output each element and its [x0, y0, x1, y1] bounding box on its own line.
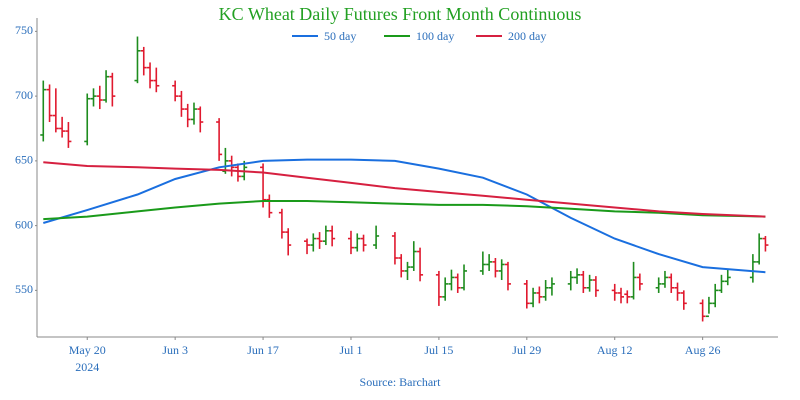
- x-tick-label: Aug 26: [685, 343, 721, 357]
- moving-average-line: [43, 200, 766, 221]
- x-tick-label: May 20: [69, 343, 106, 357]
- legend-label: 200 day: [508, 29, 546, 43]
- x-tick-label: Aug 12: [597, 343, 633, 357]
- y-tick-label: 550: [15, 282, 33, 296]
- x-tick-label: Jun 17: [247, 343, 279, 357]
- legend-label: 100 day: [416, 29, 454, 43]
- chart-title: KC Wheat Daily Futures Front Month Conti…: [219, 4, 582, 24]
- y-tick-label: 600: [15, 217, 33, 231]
- x-tick-label: Jul 29: [512, 343, 541, 357]
- x-year-label: 2024: [75, 360, 99, 374]
- x-tick-label: Jul 15: [424, 343, 453, 357]
- y-tick-label: 700: [15, 88, 33, 102]
- y-tick-label: 650: [15, 153, 33, 167]
- source-note: Source: Barchart: [360, 375, 442, 389]
- moving-average-line: [43, 158, 766, 274]
- moving-average-line: [43, 161, 766, 218]
- x-tick-label: Jul 1: [339, 343, 362, 357]
- y-tick-label: 750: [15, 23, 33, 37]
- x-tick-label: Jun 3: [162, 343, 188, 357]
- legend-label: 50 day: [324, 29, 356, 43]
